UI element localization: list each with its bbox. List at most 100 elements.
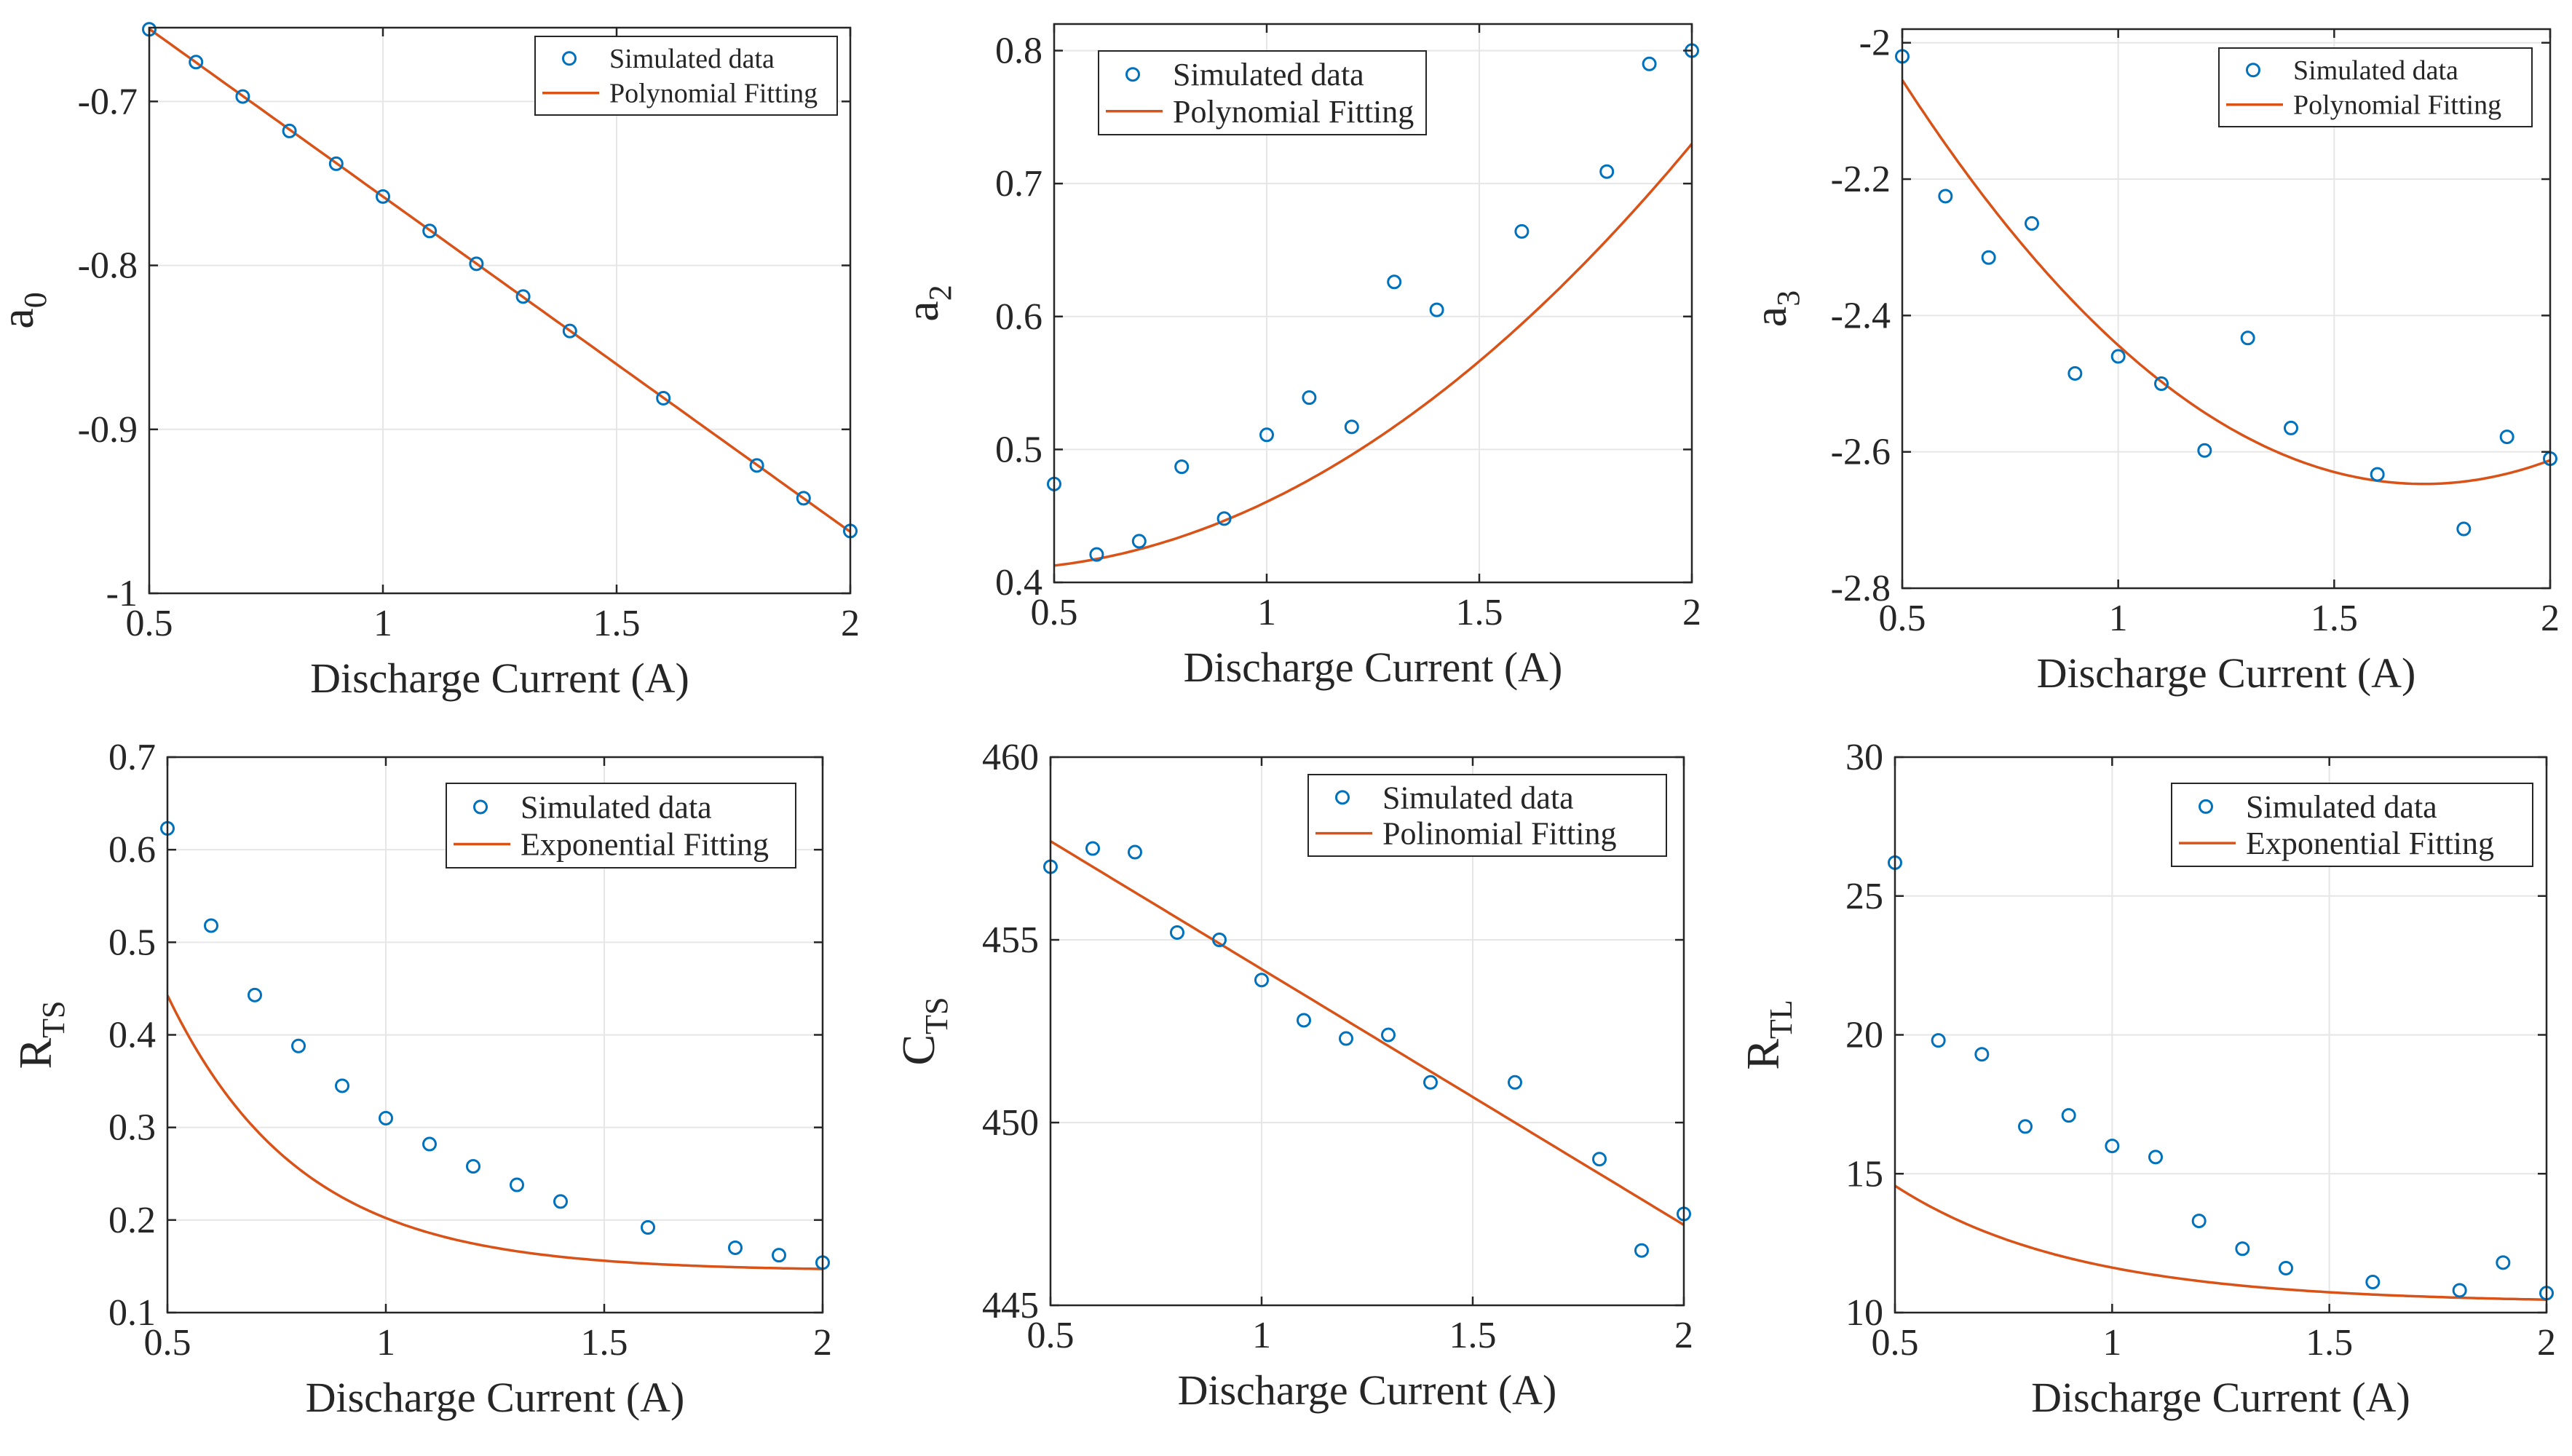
data-point — [553, 1194, 568, 1209]
data-point — [2154, 376, 2169, 392]
data-point — [1259, 427, 1274, 443]
y-tick-label: 460 — [982, 737, 1039, 778]
chart-panel-5: 0.5 1 1.5 2 445 450 455 460 Discharge Current (A… — [893, 737, 1693, 1414]
legend-label-fit: Exponential Fitting — [521, 826, 769, 862]
data-point — [1085, 841, 1100, 856]
y-tick-label: 0.8 — [995, 31, 1042, 72]
axes-frame — [1901, 28, 2552, 590]
legend-marker-icon — [2199, 799, 2213, 814]
x-axis-label: Discharge Current (A) — [1178, 1366, 1557, 1414]
legend-marker-icon — [562, 51, 577, 66]
data-point — [1170, 925, 1184, 940]
legend-box — [1307, 774, 1667, 857]
x-tick-label: 0.5 — [1879, 598, 1926, 639]
x-tick-label: 1 — [1252, 1315, 1271, 1356]
data-point — [2496, 1255, 2511, 1270]
y-tick-label: -2.8 — [1831, 568, 1891, 609]
y-axis-label-subscript: 3 — [1770, 290, 1806, 306]
y-axis-label: a0 — [0, 292, 53, 328]
data-point — [1302, 390, 1317, 405]
legend-label-data: Simulated data — [2246, 789, 2437, 825]
y-axis-label-main: a — [896, 301, 948, 321]
data-point — [328, 156, 344, 171]
x-tick-label: 1 — [2109, 598, 2128, 639]
legend-label-fit: Polinomial Fitting — [1382, 816, 1617, 852]
y-tick-label: 450 — [982, 1102, 1039, 1144]
x-tick-label: 0.5 — [144, 1322, 191, 1364]
data-point — [2370, 467, 2385, 482]
x-axis-label: Discharge Current (A) — [1184, 644, 1563, 691]
data-point — [422, 223, 438, 239]
x-tick-label: 1 — [376, 1322, 395, 1364]
plot-area — [149, 28, 850, 593]
y-tick-label: 0.3 — [108, 1107, 156, 1149]
legend-label-data: Simulated data — [1382, 780, 1574, 815]
legend-marker-icon — [1335, 790, 1350, 805]
data-point — [772, 1248, 786, 1263]
x-tick-label: 2 — [1674, 1315, 1693, 1356]
y-tick-label: 20 — [1845, 1015, 1883, 1056]
legend-box — [2218, 47, 2533, 127]
data-point — [2191, 1214, 2207, 1229]
y-axis-label: CTS — [893, 997, 954, 1065]
data-point — [2235, 1241, 2250, 1257]
legend-marker-icon — [473, 799, 488, 815]
data-point — [515, 289, 531, 304]
data-point — [422, 1136, 437, 1152]
y-tick-label: -1 — [106, 573, 138, 614]
x-tick-label: 1.5 — [1456, 592, 1503, 633]
data-point — [189, 55, 204, 70]
data-point — [1599, 164, 1615, 179]
y-tick-label: 445 — [982, 1285, 1039, 1326]
legend-label-data: Simulated data — [521, 789, 712, 825]
y-axis-label: RTL — [1737, 1000, 1799, 1069]
x-tick-label: 1.5 — [1449, 1315, 1497, 1356]
fit-curve — [1054, 143, 1692, 567]
data-point — [641, 1220, 655, 1235]
data-point — [235, 89, 250, 104]
data-point — [1981, 250, 1996, 265]
x-tick-label: 0.5 — [1872, 1322, 1919, 1364]
legend-box — [1098, 50, 1427, 135]
fit-curve — [167, 994, 823, 1270]
data-point — [1297, 1013, 1311, 1028]
data-point — [2068, 365, 2083, 381]
fit-curve — [1050, 840, 1684, 1227]
x-tick-label: 2 — [2541, 598, 2560, 639]
data-point — [1634, 1243, 1649, 1258]
data-point — [1128, 844, 1142, 860]
y-tick-label: 0.7 — [108, 737, 156, 778]
data-point — [728, 1240, 743, 1255]
y-axis-label-main: C — [893, 1034, 944, 1066]
x-tick-label: 0.5 — [1027, 1315, 1075, 1356]
y-tick-label: -2 — [1859, 23, 1891, 64]
y-tick-label: 25 — [1845, 876, 1883, 917]
legend-box — [534, 36, 838, 116]
axes-frame — [1053, 23, 1693, 584]
legend-box — [446, 783, 796, 869]
y-tick-label: 15 — [1845, 1153, 1883, 1195]
data-point — [796, 491, 811, 506]
data-point — [2018, 1119, 2033, 1134]
x-tick-label: 1.5 — [581, 1322, 628, 1364]
data-point — [2452, 1283, 2467, 1298]
axes-frame — [148, 26, 852, 595]
data-point — [466, 1159, 480, 1174]
fit-curve — [1902, 79, 2550, 486]
data-point — [1423, 1075, 1438, 1090]
legend-label-fit: Polynomial Fitting — [609, 79, 818, 109]
y-tick-label: 0.4 — [995, 562, 1042, 604]
y-axis-label: a2 — [896, 285, 958, 321]
data-point — [1381, 1027, 1396, 1042]
y-axis-label-subscript: 0 — [17, 292, 53, 308]
chart-panel-3: 0.5 1 1.5 2 -2.8 -2.6 -2.4 -2.2 -2 Discharge Curr… — [1744, 23, 2560, 697]
data-point — [1212, 933, 1227, 947]
y-tick-label: 0.6 — [995, 296, 1042, 338]
x-axis-label: Discharge Current (A) — [2031, 1374, 2410, 1421]
data-point — [1089, 547, 1104, 562]
